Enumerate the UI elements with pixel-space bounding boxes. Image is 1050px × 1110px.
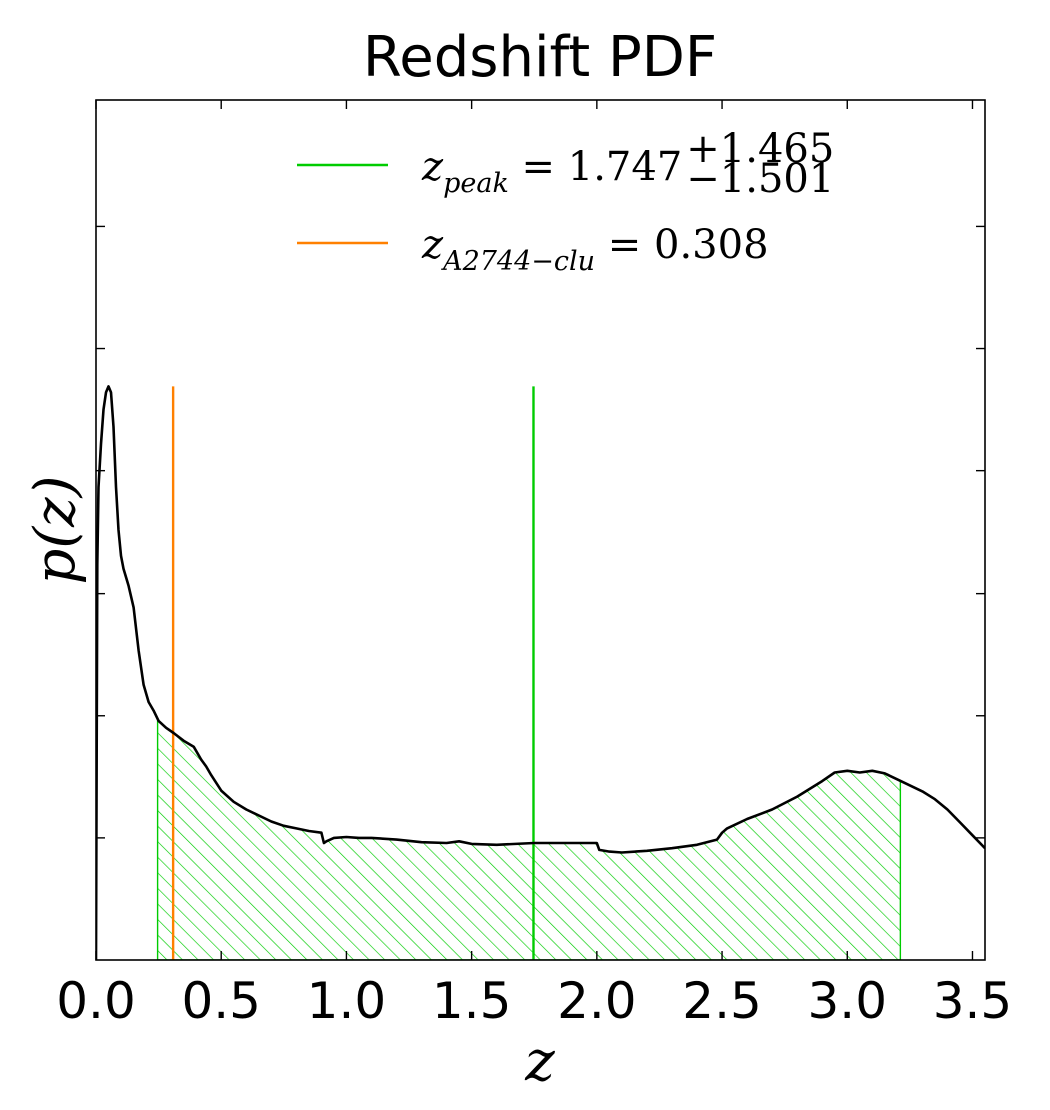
x-axis-label: z xyxy=(524,1029,555,1094)
pdf-curve xyxy=(96,385,985,960)
vertical-lines-layer xyxy=(171,386,535,960)
x-tick-label: 2.0 xyxy=(557,972,637,1030)
x-tick-label: 1.5 xyxy=(432,972,512,1030)
legend-label-1: zA2744−clu = 0.308 xyxy=(421,222,769,277)
x-tick-label: 1.0 xyxy=(307,972,387,1030)
x-tick-label: 0.5 xyxy=(181,972,261,1030)
x-tick-label: 2.5 xyxy=(682,972,762,1030)
x-tick-labels: 0.0 0.5 1.0 1.5 2.0 2.5 3.0 3.5 xyxy=(56,972,1012,1030)
chart-title: Redshift PDF xyxy=(363,25,717,90)
legend-label-0: zpeak = 1.747 xyxy=(421,144,682,199)
legend-lower-error: −1.501 xyxy=(686,156,834,202)
credible-interval-region xyxy=(156,718,902,960)
x-tick-label: 0.0 xyxy=(56,972,136,1030)
legend-upper-error: +1.465 xyxy=(686,126,834,172)
y-axis-label: p(z) xyxy=(23,475,88,584)
x-tick-label: 3.0 xyxy=(808,972,888,1030)
plot-frame xyxy=(95,99,986,961)
x-tick-label: 3.5 xyxy=(933,972,1013,1030)
series-layer xyxy=(96,385,985,960)
ticks-layer xyxy=(95,100,985,960)
legend: zpeak = 1.747 +1.465−1.501 zA2744−clu = 0.… xyxy=(297,126,834,277)
shaded-interval-layer xyxy=(156,718,902,960)
